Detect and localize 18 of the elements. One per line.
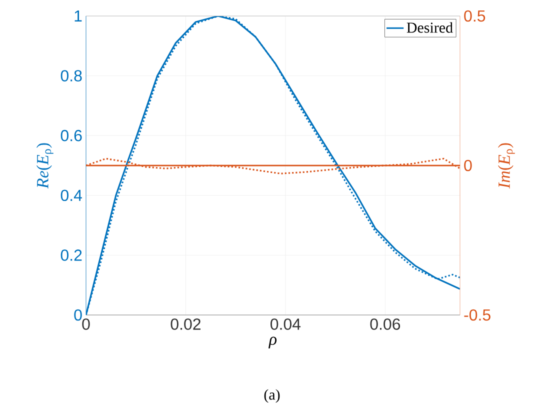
- y-tick-label: 1: [74, 10, 82, 22]
- y-tick-label: 0.4: [60, 190, 82, 202]
- y-tick-label: 0.6: [60, 130, 82, 142]
- x-tick-label: 0.04: [270, 318, 301, 330]
- y-tick-label: 0.8: [60, 70, 82, 82]
- y-tick-label: 0: [74, 309, 82, 321]
- y2-tick-label: 0.5: [464, 10, 486, 22]
- y-tick-label: 0.2: [60, 250, 82, 261]
- y2-tick-label: 0: [464, 160, 472, 172]
- y2-axis-title: Im(E$_{ρ}$): [498, 143, 515, 189]
- x-axis-title: ρ: [268, 336, 277, 348]
- legend-label: Desired: [406, 22, 453, 33]
- x-tick-label: 0.02: [170, 318, 200, 330]
- x-tick-label: 0: [82, 318, 90, 330]
- x-tick-label: 0.06: [370, 318, 400, 330]
- y-axis-title: Re(E$_{ρ}$): [36, 143, 54, 189]
- text: (a): [264, 389, 280, 403]
- y2-tick-label: -0.5: [464, 309, 490, 321]
